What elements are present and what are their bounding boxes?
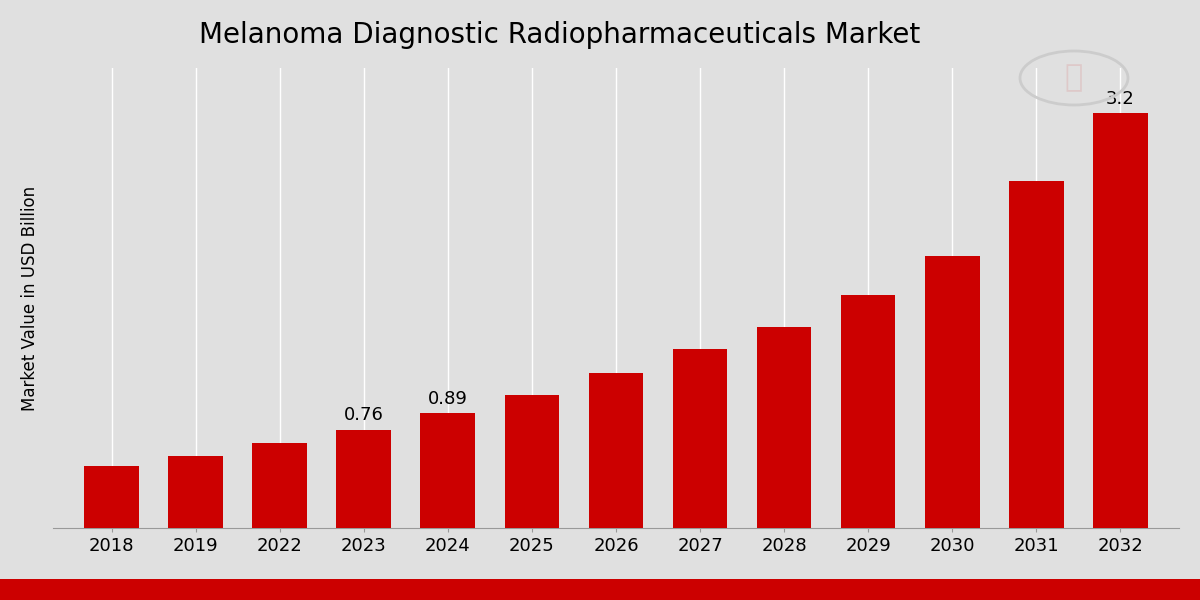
Text: 0.89: 0.89	[428, 389, 468, 407]
Bar	[336, 430, 391, 528]
Text: ⓘ: ⓘ	[1064, 64, 1084, 92]
Bar	[589, 373, 643, 528]
Bar	[252, 443, 307, 528]
Text: 3.2: 3.2	[1106, 90, 1135, 108]
Bar	[504, 395, 559, 528]
Bar	[673, 349, 727, 528]
Bar	[925, 256, 979, 528]
Title: Melanoma Diagnostic Radiopharmaceuticals Market: Melanoma Diagnostic Radiopharmaceuticals…	[199, 21, 920, 49]
Bar	[1093, 113, 1147, 528]
Y-axis label: Market Value in USD Billion: Market Value in USD Billion	[20, 185, 38, 410]
Text: 0.76: 0.76	[344, 406, 384, 424]
Bar	[1009, 181, 1063, 528]
Bar	[84, 466, 139, 528]
Bar	[420, 413, 475, 528]
Bar	[757, 327, 811, 528]
Bar	[168, 455, 223, 528]
Bar	[841, 295, 895, 528]
